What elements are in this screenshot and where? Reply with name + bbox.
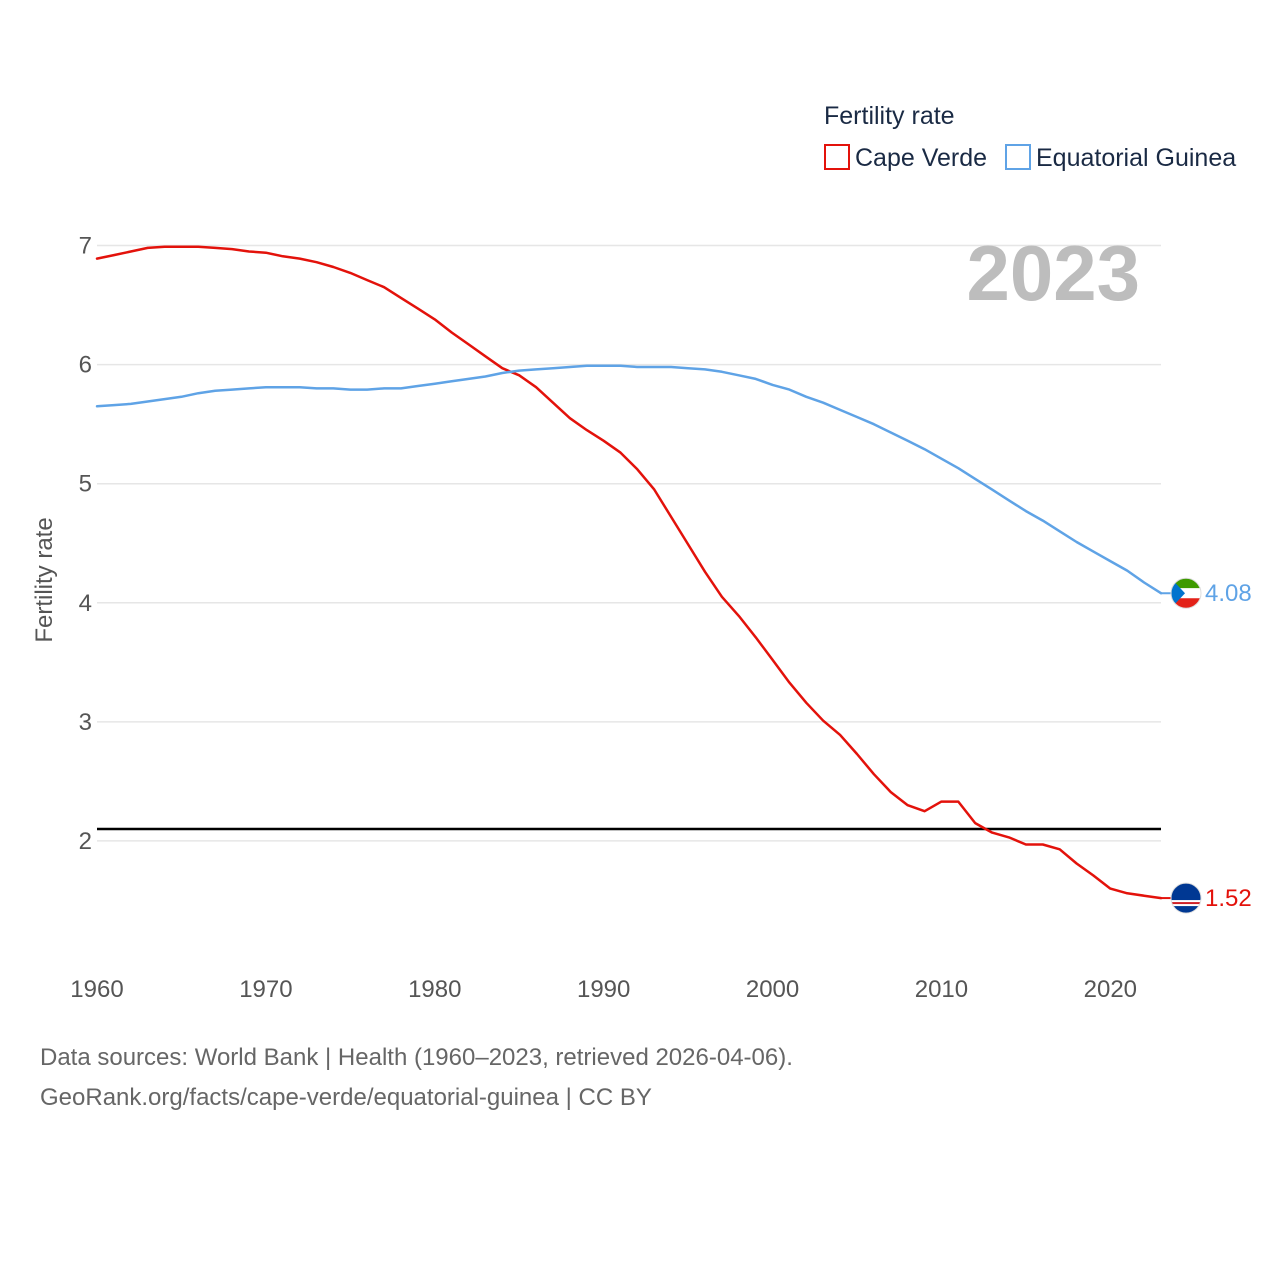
x-axis-ticks: 1960 1970 1980 1990 2000 2010 2020	[70, 976, 1137, 1003]
legend: Fertility rate Cape Verde Equatorial Gui…	[824, 102, 1236, 172]
x-tick-label: 1990	[577, 976, 630, 1003]
series-line-equatorial-guinea[interactable]	[95, 364, 1163, 595]
legend-swatch-cape-verde	[824, 144, 850, 170]
y-tick-label: 5	[79, 471, 92, 498]
series-line-cape-verde[interactable]	[95, 245, 1163, 900]
x-tick-label: 2000	[746, 976, 799, 1003]
end-markers: 1.52 4.08	[1161, 577, 1252, 914]
x-tick-label: 1970	[239, 976, 292, 1003]
end-value-label-equatorial-guinea: 4.08	[1205, 580, 1252, 607]
x-tick-label: 2010	[915, 976, 968, 1003]
y-tick-label: 6	[79, 352, 92, 379]
grid	[97, 244, 1161, 842]
source-url-text[interactable]: GeoRank.org/facts/cape-verde/equatorial-…	[40, 1084, 652, 1111]
legend-entry-equatorial-guinea[interactable]: Equatorial Guinea	[1005, 144, 1236, 172]
legend-label-cape-verde: Cape Verde	[855, 144, 987, 172]
y-tick-label: 3	[79, 709, 92, 736]
flag-icon-equatorial-guinea	[1170, 577, 1202, 609]
end-value-label-cape-verde: 1.52	[1205, 885, 1252, 912]
year-label: 2023	[966, 229, 1140, 317]
y-tick-label: 4	[79, 590, 92, 617]
legend-label-equatorial-guinea: Equatorial Guinea	[1036, 144, 1236, 172]
x-tick-label: 2020	[1084, 976, 1137, 1003]
flag-icon-cape-verde	[1170, 882, 1202, 914]
legend-title: Fertility rate	[824, 102, 955, 130]
legend-swatch-equatorial-guinea	[1005, 144, 1031, 170]
y-tick-label: 2	[79, 828, 92, 855]
x-tick-label: 1960	[70, 976, 123, 1003]
x-tick-label: 1980	[408, 976, 461, 1003]
y-axis-title: Fertility rate	[31, 517, 58, 642]
data-source-text: Data sources: World Bank | Health (1960–…	[40, 1044, 793, 1071]
y-axis-ticks: 2 3 4 5 6 7	[79, 233, 92, 855]
series-lines	[95, 245, 1163, 900]
legend-entry-cape-verde[interactable]: Cape Verde	[824, 144, 987, 172]
y-tick-label: 7	[79, 233, 92, 260]
